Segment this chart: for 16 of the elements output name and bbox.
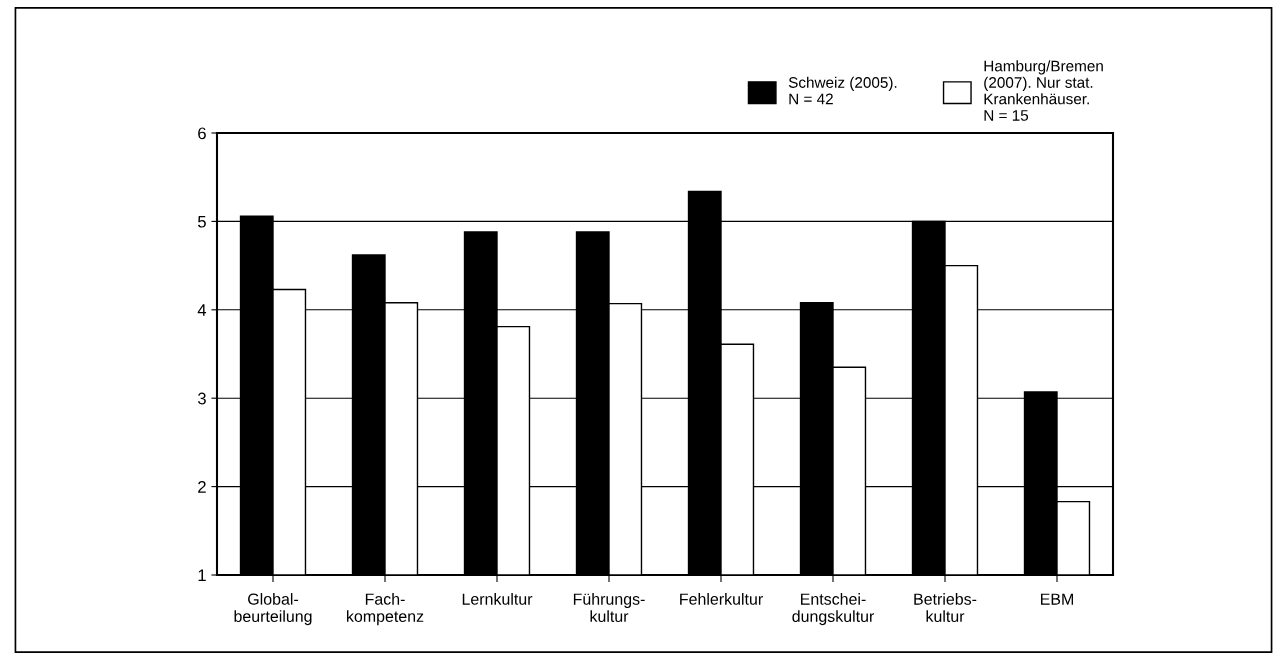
legend-label: Schweiz (2005). N = 42 (788, 76, 897, 105)
x-tick-label: Entschei- dungskultur (792, 593, 875, 626)
y-tick-label: 5 (197, 215, 206, 228)
y-tick-label: 3 (197, 392, 206, 405)
y-tick-label: 6 (198, 127, 206, 140)
y-tick-label: 1 (198, 569, 206, 582)
x-tick-label: Fach- kompetenz (347, 593, 424, 626)
y-tick-label: 2 (198, 481, 206, 493)
legend-label: Hamburg/Bremen (2007). Nur stat. Krankenhäuser. N = 15 (984, 60, 1103, 121)
x-tick-label: Lernkultur (462, 593, 533, 605)
x-tick-label: Fehlerkultur (680, 593, 763, 605)
y-tick-label: 4 (197, 304, 207, 316)
x-tick-label: Global- beurteilung (234, 593, 312, 626)
x-tick-label: EBM (1041, 593, 1073, 605)
x-tick-label: Betriebs- kultur (914, 593, 977, 622)
x-tick-label: Führungs- kultur (573, 593, 645, 622)
